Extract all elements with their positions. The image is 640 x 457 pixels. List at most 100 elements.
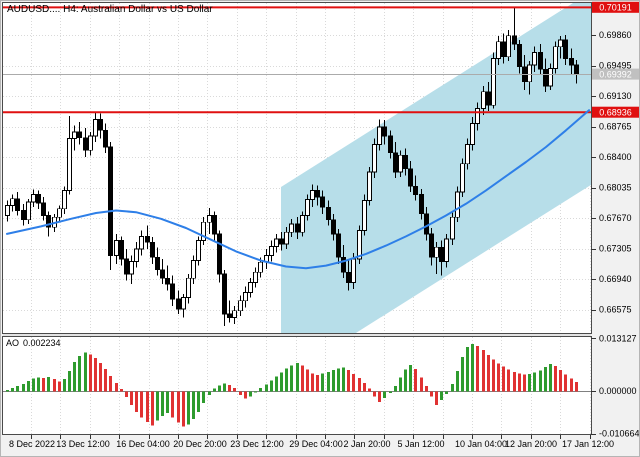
ao-bar-up: [223, 383, 226, 392]
ao-bar-up: [218, 385, 221, 392]
ao-bar-up: [409, 365, 412, 392]
candle-bull: [62, 190, 67, 210]
candle-bear: [217, 233, 222, 275]
candle-bull: [139, 235, 144, 250]
candle-bull: [491, 58, 496, 106]
ao-bar-down: [347, 370, 350, 392]
ao-bar-down: [425, 386, 428, 392]
ao-bar-up: [285, 368, 288, 392]
ao-bar-down: [115, 383, 118, 392]
candle-bear: [393, 152, 398, 173]
ao-bar-up: [332, 370, 335, 392]
candle-bull: [455, 191, 460, 218]
candle-bull: [201, 221, 206, 241]
time-tick-label: 29 Dec 04:00: [289, 439, 343, 449]
indicator-pane-border: [2, 336, 592, 435]
candle-bull: [377, 126, 382, 145]
ao-bar-up: [544, 367, 547, 392]
candle-bear: [563, 39, 568, 59]
candle-bull: [134, 248, 139, 262]
candle-bull: [196, 240, 201, 262]
ao-bar-up: [187, 391, 190, 425]
candle-bear: [176, 298, 181, 310]
ao-bar-up: [539, 370, 542, 392]
candle-bear: [574, 64, 579, 75]
candle-bull: [548, 68, 553, 87]
ao-bar-up: [32, 378, 35, 392]
chart-title: AUDUSD.... H4: Australian Dollar vs US D…: [7, 4, 213, 15]
candle-bull: [31, 194, 36, 203]
ao-bar-down: [502, 366, 505, 392]
ao-tick-label: 0.000000: [599, 386, 637, 396]
candle-bear: [165, 277, 170, 285]
ao-bar-down: [368, 388, 371, 392]
candle-bull: [248, 281, 253, 293]
ao-bar-up: [280, 372, 283, 392]
ao-bar-down: [518, 373, 521, 392]
price-label-text: 0.70191: [599, 3, 632, 13]
ao-bar-up: [37, 377, 40, 392]
ao-bar-up: [342, 367, 345, 392]
time-tick-label: 20 Dec 20:00: [173, 439, 227, 449]
indicator-value: 0.002234: [23, 338, 61, 348]
ao-bar-up: [22, 383, 25, 392]
price-tick-label: 0.67670: [599, 213, 632, 223]
ao-bar-down: [363, 383, 366, 392]
ao-bar-down: [301, 365, 304, 392]
ao-bar-down: [42, 378, 45, 392]
candle-bull: [398, 154, 403, 173]
ao-bar-down: [316, 375, 319, 392]
candle-bear: [98, 119, 103, 131]
ao-bar-down: [130, 391, 133, 405]
candle-bull: [67, 138, 72, 191]
candle-bull: [129, 261, 134, 275]
ao-tick-label: -0.010664: [599, 429, 640, 439]
ao-bar-up: [275, 376, 278, 392]
time-tick-label: 2 Jan 20:00: [343, 439, 390, 449]
candle-bear: [41, 202, 46, 216]
candle-bull: [232, 310, 237, 318]
ao-bar-down: [120, 389, 123, 392]
moving-average-line[interactable]: [6, 109, 590, 270]
ao-bar-down: [373, 391, 376, 397]
candle-bull: [93, 119, 98, 137]
candle-bear: [119, 240, 124, 260]
candle-bull: [434, 246, 439, 258]
candle-bear: [315, 190, 320, 198]
ao-bar-down: [414, 369, 417, 392]
time-tick-label: 23 Dec 12:00: [230, 439, 284, 449]
ao-bar-up: [451, 383, 454, 392]
ao-bar-down: [352, 374, 355, 392]
ao-bar-up: [461, 357, 464, 392]
candle-bull: [506, 35, 511, 58]
candle-bull: [191, 260, 196, 279]
candle-bull: [558, 39, 563, 48]
ao-bar-down: [244, 391, 247, 399]
candle-bear: [222, 273, 227, 315]
ao-bar-up: [321, 373, 324, 392]
price-label-text: 0.68936: [599, 107, 632, 117]
ao-bar-up: [11, 387, 14, 392]
pane-separator[interactable]: [3, 334, 591, 337]
indicator-name: AO: [6, 338, 20, 348]
time-tick-label: 13 Dec 12:00: [56, 439, 110, 449]
ao-bar-down: [89, 354, 92, 392]
ao-bar-down: [430, 391, 433, 397]
candle-bull: [10, 198, 15, 206]
candle-bull: [300, 215, 305, 233]
ao-bar-down: [306, 369, 309, 392]
candle-bear: [346, 271, 351, 283]
ao-bar-down: [135, 391, 138, 412]
candle-bull: [310, 190, 315, 201]
price-tick-label: 0.68400: [599, 152, 632, 162]
ao-bar-up: [73, 362, 76, 392]
candle-bear: [538, 52, 543, 70]
ao-bar-down: [171, 391, 174, 418]
candle-bear: [320, 196, 325, 208]
candle-bull: [284, 231, 289, 245]
ao-bar-down: [575, 382, 578, 392]
ao-bar-up: [166, 391, 169, 413]
ao-bar-up: [270, 380, 273, 392]
candle-bull: [274, 238, 279, 247]
